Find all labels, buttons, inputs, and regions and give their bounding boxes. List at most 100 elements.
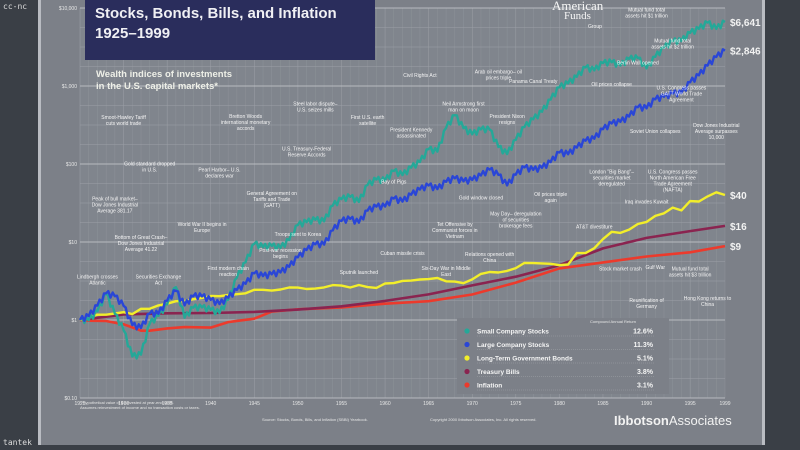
x-tick-label: 1970 bbox=[467, 401, 478, 407]
end-value-label-small-company: $6,641 bbox=[730, 18, 761, 29]
event-annotation: Bay of Pigs bbox=[381, 180, 407, 186]
y-tick-label: $1 bbox=[71, 318, 77, 324]
title-box: Stocks, Bonds, Bills, and Inflation 1925… bbox=[85, 0, 375, 60]
event-annotation: Securities Exchange Act bbox=[136, 275, 182, 287]
legend-return-inflation: 3.1% bbox=[637, 382, 654, 389]
event-annotation: Civil Rights Act bbox=[403, 73, 437, 79]
event-annotation: AT&T divestiture bbox=[576, 224, 613, 230]
x-tick-label: 1945 bbox=[249, 401, 260, 407]
event-annotation: U.S. Treasury-Federal Reserve Accords bbox=[282, 146, 331, 158]
footnote: Assumes reinvestment of income and no tr… bbox=[80, 405, 200, 410]
event-annotation: Dow Jones Industrial Average surpasses 10,… bbox=[693, 123, 739, 141]
event-annotation: Pearl Harbor– U.S. declares war bbox=[198, 168, 240, 180]
x-tick-label: 1940 bbox=[205, 401, 216, 407]
x-tick-label: 1975 bbox=[510, 401, 521, 407]
event-annotation: Mutual fund total assets hit $1 trillion bbox=[625, 8, 668, 20]
event-annotation: Troops sent to Korea bbox=[275, 232, 322, 238]
event-annotation: Tet Offensive by Communist forces in Vietn… bbox=[432, 222, 478, 240]
brand-line-3: Group bbox=[588, 24, 602, 30]
event-annotation: Cuban missile crisis bbox=[380, 251, 425, 257]
event-annotation: Berlin Wall opened bbox=[617, 60, 659, 66]
y-tick-label: $0.10 bbox=[64, 396, 77, 402]
event-annotation: World War II begins in Europe bbox=[178, 222, 227, 234]
legend-swatch-large-company bbox=[464, 341, 470, 348]
x-tick-label: 1930 bbox=[118, 401, 129, 407]
event-annotation: U.S. Congress passes North American Free T… bbox=[648, 170, 698, 194]
y-tick-label: $100 bbox=[66, 162, 77, 168]
chart-subtitle: Wealth indices of investments in the U.S… bbox=[96, 69, 246, 93]
x-tick-label: 1950 bbox=[292, 401, 303, 407]
event-annotation: President Kennedy assassinated bbox=[390, 128, 433, 140]
footnote: Copyright 2000 Ibbotson Associates, Inc.… bbox=[430, 417, 537, 422]
x-tick-label: 1925 bbox=[74, 401, 85, 407]
event-annotation: Panama Canal Treaty bbox=[509, 79, 558, 85]
event-annotation: Peak of bull market– Dow Jones Industrial… bbox=[92, 197, 138, 215]
event-annotation: Mutual fund total assets hit $2 trillion bbox=[651, 39, 694, 51]
event-annotation: Oil prices triple again bbox=[534, 192, 567, 204]
legend-heading: Compound Annual Return bbox=[590, 319, 636, 324]
legend-swatch-treasury-bills bbox=[464, 368, 470, 375]
event-annotation: Mutual fund total assets hit $3 trillion bbox=[669, 267, 712, 279]
x-tick-label: 1990 bbox=[641, 401, 652, 407]
subtitle-line-1: Wealth indices of investments bbox=[96, 69, 233, 80]
event-annotation: First U.S. earth satellite bbox=[351, 115, 385, 127]
y-tick-label: $10,000 bbox=[59, 6, 77, 12]
legend-label-government-bonds: Long-Term Government Bonds bbox=[477, 355, 573, 362]
legend-swatch-inflation bbox=[464, 382, 470, 388]
brand-line-1: American bbox=[552, 0, 604, 13]
event-annotation: Sputnik launched bbox=[340, 270, 379, 276]
event-annotation: Reunification of Germany bbox=[629, 298, 664, 310]
event-annotation: Six-Day War in Middle East bbox=[421, 266, 470, 278]
end-value-label-large-company: $2,846 bbox=[730, 47, 761, 58]
publisher-bold: Ibbotson bbox=[614, 413, 669, 428]
x-tick-label: 1960 bbox=[380, 401, 391, 407]
title-line-2: 1925–1999 bbox=[95, 25, 171, 42]
x-tick-label: 1995 bbox=[685, 401, 696, 407]
event-annotation: Lindbergh crosses Atlantic bbox=[77, 275, 118, 287]
event-annotation: Post-war recession begins bbox=[259, 248, 302, 260]
event-annotation: Hong Kong returns to China bbox=[684, 296, 732, 308]
event-annotation: Bretton Woods international monetary accor… bbox=[221, 114, 271, 132]
footnote: * Hypothetical value of $1 invested at y… bbox=[80, 400, 174, 405]
event-annotation: Arab oil embargo– oil prices triple bbox=[475, 69, 522, 81]
end-value-label-treasury-bills: $16 bbox=[730, 222, 747, 233]
event-annotation: First modern chain reaction bbox=[207, 266, 249, 278]
event-annotation: Gold window closed bbox=[459, 196, 504, 202]
x-tick-label: 1999 bbox=[719, 401, 730, 407]
event-annotation: Neil Armstrong first man on moon bbox=[442, 102, 485, 114]
subtitle-line-2: in the U.S. capital markets* bbox=[96, 81, 218, 92]
event-annotation: Soviet Union collapses bbox=[630, 129, 681, 135]
event-annotation: Smoot-Hawley Tariff cuts world trade bbox=[101, 115, 146, 127]
event-annotation: London "Big Bang"– securities market dereg… bbox=[589, 170, 634, 188]
x-tick-label: 1965 bbox=[423, 401, 434, 407]
x-tick-label: 1955 bbox=[336, 401, 347, 407]
legend-return-government-bonds: 5.1% bbox=[637, 355, 654, 362]
event-annotation: Oil prices collapse bbox=[591, 82, 632, 88]
legend-box bbox=[457, 318, 669, 394]
corner-label-bottom-left: tantek bbox=[3, 438, 32, 447]
end-value-label-inflation: $9 bbox=[730, 242, 742, 253]
legend-return-large-company: 11.3% bbox=[634, 342, 654, 349]
legend-label-large-company: Large Company Stocks bbox=[477, 342, 550, 349]
x-tick-label: 1935 bbox=[162, 401, 173, 407]
event-annotation: General Agreement on Tariffs and Trade (GA… bbox=[247, 191, 298, 209]
legend-return-treasury-bills: 3.8% bbox=[637, 369, 654, 376]
event-annotation: President Nixon resigns bbox=[489, 114, 525, 126]
event-annotation: Gulf War bbox=[645, 265, 665, 271]
event-annotation: Relations opened with China bbox=[465, 252, 514, 264]
series-line-large-company bbox=[78, 48, 726, 331]
event-annotation: Bottom of Great Crash– Dow Jones Industri… bbox=[115, 235, 168, 253]
event-annotation: Stock market crash bbox=[599, 267, 642, 273]
legend-return-small-company: 12.6% bbox=[633, 328, 654, 335]
ibbotson-logo: IbbotsonAssociates bbox=[614, 413, 732, 428]
y-tick-label: $10 bbox=[69, 240, 78, 246]
event-annotation: May Day– deregulation of securities broker… bbox=[490, 211, 542, 229]
american-funds-logo: American Funds Group bbox=[552, 0, 603, 33]
legend-label-treasury-bills: Treasury Bills bbox=[477, 369, 520, 376]
y-tick-label: $1,000 bbox=[62, 84, 78, 90]
event-annotation: Steel labor dispute– U.S. seizes mills bbox=[293, 102, 337, 114]
event-annotation: Iraq invades Kuwait bbox=[625, 200, 669, 206]
end-value-label-government-bonds: $40 bbox=[730, 191, 747, 202]
title-line-1: Stocks, Bonds, Bills, and Inflation bbox=[95, 5, 337, 22]
